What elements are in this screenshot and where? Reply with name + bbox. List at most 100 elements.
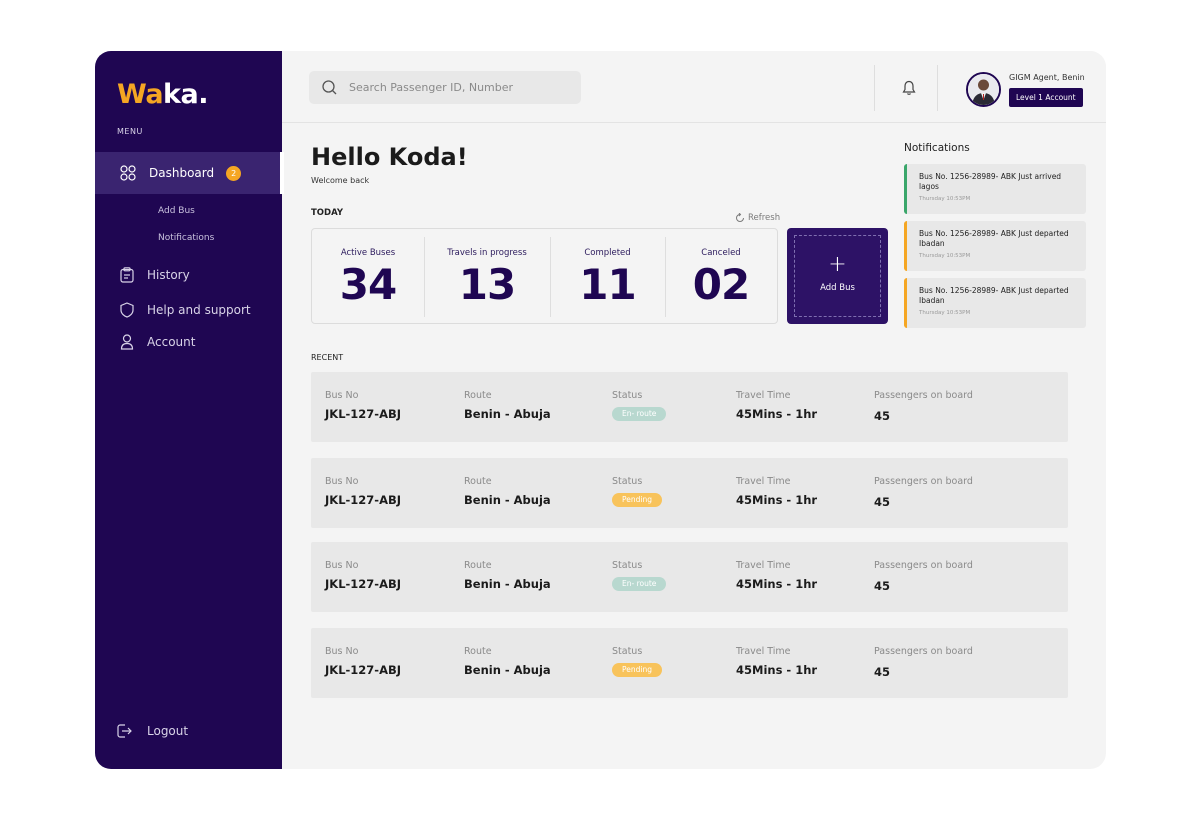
column-header: Travel Time — [736, 476, 791, 487]
travel-time-value: 45Mins - 1hr — [736, 407, 818, 421]
table-row[interactable]: Bus No JKL-127-ABJ Route Benin - Abuja Sta… — [311, 458, 1068, 528]
notification-time: Thursday 10:53PM — [919, 196, 971, 202]
bell-icon — [902, 80, 916, 95]
dashboard-grid-icon — [120, 165, 136, 181]
stat-completed: Completed 11 — [550, 229, 665, 323]
refresh-button[interactable]: Refresh — [735, 213, 780, 223]
notifications-bell-button[interactable] — [902, 80, 916, 100]
add-bus-button[interactable]: + Add Bus — [787, 228, 888, 324]
notification-accent-bar — [904, 278, 907, 328]
header-divider — [937, 65, 938, 111]
column-header: Travel Time — [736, 646, 791, 657]
stat-label: Canceled — [701, 248, 741, 258]
plus-icon: + — [828, 252, 847, 277]
cell-passengers: Passengers on board 45 — [874, 646, 973, 679]
column-header: Route — [464, 560, 492, 571]
refresh-label: Refresh — [748, 213, 781, 223]
column-header: Route — [464, 390, 492, 401]
cell-bus-no: Bus No JKL-127-ABJ — [325, 390, 401, 421]
dashed-border — [794, 235, 881, 317]
cell-travel-time: Travel Time 45Mins - 1hr — [736, 390, 817, 421]
sidebar-item-label: Help and support — [147, 303, 251, 317]
table-row[interactable]: Bus No JKL-127-ABJ Route Benin - Abuja Sta… — [311, 628, 1068, 698]
table-row[interactable]: Bus No JKL-127-ABJ Route Benin - Abuja Sta… — [311, 542, 1068, 612]
cell-bus-no: Bus No JKL-127-ABJ — [325, 560, 401, 591]
cell-passengers: Passengers on board 45 — [874, 476, 973, 509]
logout-label: Logout — [147, 724, 189, 738]
column-header: Bus No — [325, 560, 359, 571]
stat-active-buses: Active Buses 34 — [312, 229, 424, 323]
bus-no-value: JKL-127-ABJ — [325, 663, 402, 677]
cell-passengers: Passengers on board 45 — [874, 560, 973, 593]
cell-travel-time: Travel Time 45Mins - 1hr — [736, 476, 817, 507]
travel-time-value: 45Mins - 1hr — [736, 493, 818, 507]
column-header: Status — [612, 476, 643, 487]
sidebar: Waka. MENU Dashboard 2 Add Bus Notificat… — [95, 51, 284, 769]
travel-time-value: 45Mins - 1hr — [736, 663, 818, 677]
stat-canceled: Canceled 02 — [665, 229, 777, 323]
sidebar-subitem-notifications[interactable]: Notifications — [158, 233, 215, 243]
column-header: Passengers on board — [874, 646, 973, 657]
notification-accent-bar — [904, 164, 907, 214]
notification-badge: 2 — [226, 165, 242, 181]
notification-item[interactable]: Bus No. 1256-28989- ABK Just arrived lag… — [904, 164, 1086, 214]
sidebar-subitem-add-bus[interactable]: Add Bus — [158, 206, 195, 216]
travel-time-value: 45Mins - 1hr — [736, 577, 818, 591]
table-row[interactable]: Bus No JKL-127-ABJ Route Benin - Abuja Sta… — [311, 372, 1068, 442]
cell-travel-time: Travel Time 45Mins - 1hr — [736, 646, 817, 677]
notification-item[interactable]: Bus No. 1256-28989- ABK Just departed Ib… — [904, 278, 1086, 328]
notification-message: Bus No. 1256-28989- ABK Just departed Ib… — [919, 286, 1069, 305]
search-input[interactable] — [349, 81, 569, 94]
column-header: Passengers on board — [874, 476, 973, 487]
clipboard-icon — [120, 267, 134, 283]
avatar[interactable] — [966, 72, 1001, 107]
notification-item[interactable]: Bus No. 1256-28989- ABK Just departed Ib… — [904, 221, 1086, 271]
shield-icon — [120, 302, 134, 318]
route-value: Benin - Abuja — [464, 577, 551, 591]
column-header: Bus No — [325, 646, 359, 657]
bus-no-value: JKL-127-ABJ — [325, 577, 402, 591]
cell-status: Status En- route — [612, 390, 667, 421]
cell-travel-time: Travel Time 45Mins - 1hr — [736, 560, 817, 591]
active-indicator — [280, 152, 284, 194]
stat-value: 13 — [458, 260, 516, 309]
welcome-text: Welcome back — [311, 176, 370, 185]
cell-bus-no: Bus No JKL-127-ABJ — [325, 646, 401, 677]
refresh-icon — [736, 213, 744, 222]
column-header: Bus No — [325, 390, 359, 401]
logo-primary: Wa — [117, 79, 164, 110]
passengers-value: 45 — [874, 665, 891, 679]
cell-route: Route Benin - Abuja — [464, 646, 551, 677]
status-badge: En- route — [612, 577, 667, 591]
status-badge: Pending — [612, 663, 662, 677]
notification-time: Thursday 10:53PM — [919, 253, 971, 259]
agent-name: GIGM Agent, Benin — [1009, 73, 1085, 82]
passengers-value: 45 — [874, 409, 891, 423]
notifications-title: Notifications — [904, 142, 970, 154]
cell-route: Route Benin - Abuja — [464, 476, 551, 507]
add-bus-label: Add Bus — [820, 283, 855, 293]
sidebar-item-history[interactable]: History — [120, 267, 190, 283]
passengers-value: 45 — [874, 495, 891, 509]
passengers-value: 45 — [874, 579, 891, 593]
sidebar-item-help[interactable]: Help and support — [120, 302, 251, 318]
stat-value: 11 — [579, 260, 636, 309]
logout-button[interactable]: Logout — [117, 724, 188, 738]
cell-passengers: Passengers on board 45 — [874, 390, 973, 423]
cell-bus-no: Bus No JKL-127-ABJ — [325, 476, 401, 507]
cell-status: Status Pending — [612, 646, 662, 677]
column-header: Status — [612, 646, 643, 657]
sidebar-item-account[interactable]: Account — [120, 334, 195, 350]
cell-status: Status Pending — [612, 476, 662, 507]
logo: Waka. — [117, 79, 208, 110]
cell-route: Route Benin - Abuja — [464, 560, 551, 591]
sidebar-item-dashboard[interactable]: Dashboard 2 — [95, 152, 284, 194]
page-title: Hello Koda! — [311, 143, 468, 171]
account-level-button[interactable]: Level 1 Account — [1009, 88, 1083, 107]
sidebar-item-label: Account — [147, 335, 196, 349]
column-header: Travel Time — [736, 560, 791, 571]
column-header: Status — [612, 390, 643, 401]
user-avatar-icon — [968, 74, 999, 105]
route-value: Benin - Abuja — [464, 493, 551, 507]
search-bar — [309, 71, 581, 104]
